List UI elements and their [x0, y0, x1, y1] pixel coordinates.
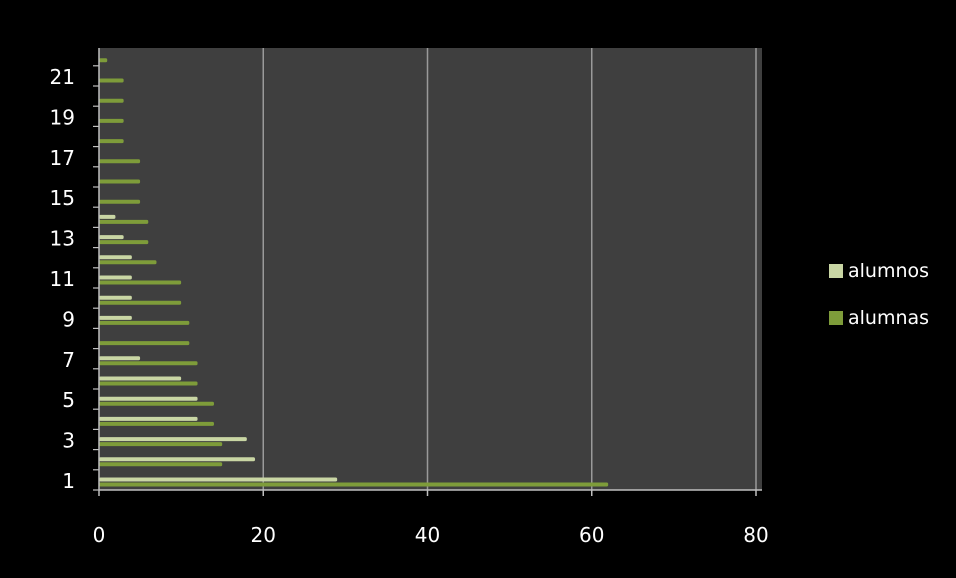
bar-alumnas-4 — [99, 421, 214, 426]
axes — [98, 48, 762, 491]
y-tick-label: 3 — [62, 429, 75, 453]
x-tick-label: 60 — [579, 523, 604, 547]
bar-alumnas-22 — [99, 58, 108, 63]
bar-alumnas-17 — [99, 159, 141, 164]
gridlines — [262, 48, 757, 490]
y-tick-label: 17 — [50, 146, 75, 170]
y-tick-label: 1 — [62, 469, 75, 493]
bar-alumnos-14 — [99, 214, 116, 219]
bar-alumnas-3 — [99, 442, 223, 447]
x-tick-label: 80 — [743, 523, 768, 547]
y-tick-label: 5 — [62, 388, 75, 412]
plot-area — [99, 48, 762, 490]
y-tick-label: 21 — [50, 65, 75, 89]
bar-alumnos-5 — [99, 396, 198, 401]
bar-alumnas-10 — [99, 300, 182, 305]
bar-alumnas-20 — [99, 98, 124, 103]
y-tick-label: 19 — [50, 105, 75, 129]
legend-swatch-alumnos — [829, 264, 843, 278]
x-tick-label: 20 — [251, 523, 276, 547]
bar-alumnas-15 — [99, 199, 141, 204]
bar-alumnas-5 — [99, 401, 214, 406]
legend-item-alumnos: alumnos — [829, 260, 929, 282]
y-tick-label: 7 — [62, 348, 75, 372]
legend: alumnos alumnas — [829, 260, 929, 329]
bar-alumnas-8 — [99, 341, 190, 346]
bar-alumnas-9 — [99, 320, 190, 325]
legend-item-alumnas: alumnas — [829, 307, 929, 329]
y-tick-label: 13 — [50, 227, 75, 251]
bar-alumnas-14 — [99, 219, 149, 224]
y-tick-label: 15 — [50, 186, 75, 210]
bar-alumnos-6 — [99, 376, 182, 381]
bar-alumnas-19 — [99, 118, 124, 123]
bar-alumnos-7 — [99, 356, 141, 361]
legend-label-alumnas: alumnas — [848, 307, 929, 329]
bar-alumnas-7 — [99, 361, 198, 366]
bar-alumnas-12 — [99, 260, 157, 265]
bar-alumnos-4 — [99, 416, 198, 421]
y-tick-label: 9 — [62, 307, 75, 331]
bar-alumnas-11 — [99, 280, 182, 285]
bar-alumnas-16 — [99, 179, 141, 184]
bar-alumnos-3 — [99, 437, 247, 442]
bar-alumnos-10 — [99, 295, 132, 300]
bar-alumnos-9 — [99, 315, 132, 320]
x-axis-ticks: 0 20 40 60 80 — [93, 490, 769, 547]
bar-alumnas-6 — [99, 381, 198, 386]
bar-alumnas-13 — [99, 240, 149, 245]
bars — [99, 58, 609, 487]
bar-alumnas-18 — [99, 139, 124, 144]
legend-swatch-alumnas — [829, 311, 843, 325]
y-tick-label: 11 — [50, 267, 75, 291]
x-tick-label: 40 — [415, 523, 440, 547]
bar-alumnos-13 — [99, 235, 124, 240]
bar-alumnos-12 — [99, 255, 132, 260]
bar-alumnas-1 — [99, 482, 609, 487]
bar-alumnos-2 — [99, 457, 256, 462]
bar-alumnas-21 — [99, 78, 124, 83]
legend-label-alumnos: alumnos — [848, 260, 929, 282]
bar-alumnos-11 — [99, 275, 132, 280]
x-tick-label: 0 — [93, 523, 106, 547]
bar-alumnos-1 — [99, 477, 338, 482]
bar-alumnas-2 — [99, 462, 223, 467]
